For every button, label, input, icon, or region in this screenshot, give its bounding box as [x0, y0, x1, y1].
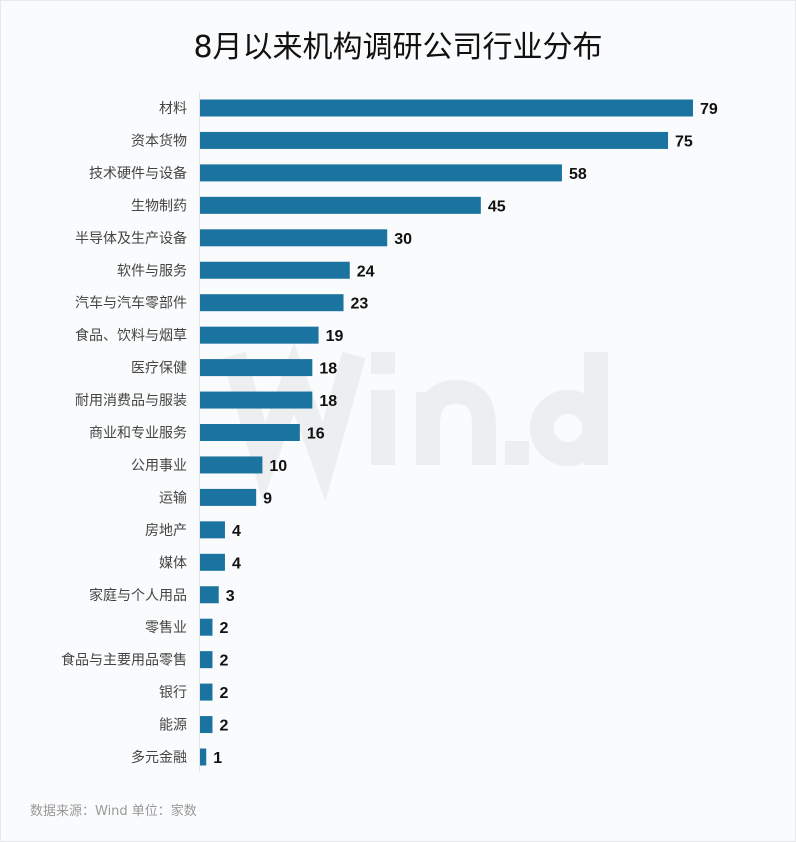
source-note: 数据来源：Wind 单位：家数: [30, 804, 197, 819]
bar: [200, 294, 344, 312]
bar: [200, 586, 219, 604]
bar: [200, 618, 213, 636]
bar: [200, 651, 213, 669]
value-label: 18: [319, 361, 337, 378]
value-label: 58: [569, 166, 587, 183]
category-label: 零售业: [145, 620, 187, 636]
bar: [200, 196, 481, 214]
category-label: 运输: [159, 490, 187, 506]
watermark-i-dot: [371, 352, 395, 374]
category-label: 媒体: [159, 555, 187, 571]
bar: [200, 359, 313, 377]
bar: [200, 131, 669, 149]
value-label: 1: [213, 750, 222, 767]
category-label: 家庭与个人用品: [89, 587, 187, 604]
category-label: 耐用消费品与服装: [75, 393, 187, 409]
category-label: 食品与主要用品零售: [61, 652, 187, 669]
value-label: 19: [326, 328, 344, 345]
category-label: 汽车与汽车零部件: [75, 295, 187, 312]
category-label: 食品、饮料与烟草: [75, 327, 187, 344]
value-label: 24: [357, 263, 375, 280]
category-label: 生物制药: [131, 198, 187, 214]
bar: [200, 521, 225, 539]
category-label: 房地产: [145, 523, 187, 539]
value-label: 4: [232, 523, 241, 540]
value-label: 10: [269, 458, 287, 475]
category-label: 技术硬件与设备: [89, 165, 187, 182]
bar: [200, 261, 350, 279]
value-label: 16: [307, 426, 325, 443]
category-label: 半导体及生产设备: [75, 230, 187, 247]
bar: [200, 683, 213, 701]
category-label: 软件与服务: [117, 263, 187, 279]
watermark-letter-n: [416, 379, 496, 465]
value-label: 79: [700, 101, 718, 118]
category-label: 资本货物: [131, 132, 187, 149]
chart-title: 8月以来机构调研公司行业分布: [193, 30, 603, 65]
bar: [200, 424, 300, 441]
bar: [200, 326, 319, 344]
bar: [200, 748, 207, 766]
value-label: 2: [219, 718, 228, 735]
bar: [200, 488, 257, 506]
value-label: 9: [263, 490, 272, 507]
value-label: 18: [319, 393, 337, 410]
category-label: 医疗保健: [131, 361, 187, 377]
value-label: 75: [675, 133, 693, 150]
category-label: 材料: [159, 101, 187, 117]
bar: [200, 716, 213, 734]
category-label: 多元金融: [131, 749, 187, 766]
category-label: 能源: [159, 718, 187, 734]
bar: [200, 229, 388, 247]
value-label: 30: [394, 231, 412, 248]
bar: [200, 553, 225, 571]
value-label: 2: [219, 653, 228, 670]
value-label: 4: [232, 555, 241, 572]
category-label: 公用事业: [131, 458, 187, 474]
value-label: 23: [351, 296, 369, 313]
value-label: 2: [219, 620, 228, 637]
bar: [200, 164, 562, 182]
value-label: 2: [219, 685, 228, 702]
bar: [200, 456, 263, 474]
category-label: 商业和专业服务: [89, 426, 187, 442]
value-label: 45: [488, 198, 506, 215]
bar: [200, 391, 313, 409]
value-label: 3: [226, 588, 235, 605]
watermark-period: [505, 441, 529, 465]
category-label: 银行: [159, 685, 187, 701]
bar: [200, 99, 693, 117]
